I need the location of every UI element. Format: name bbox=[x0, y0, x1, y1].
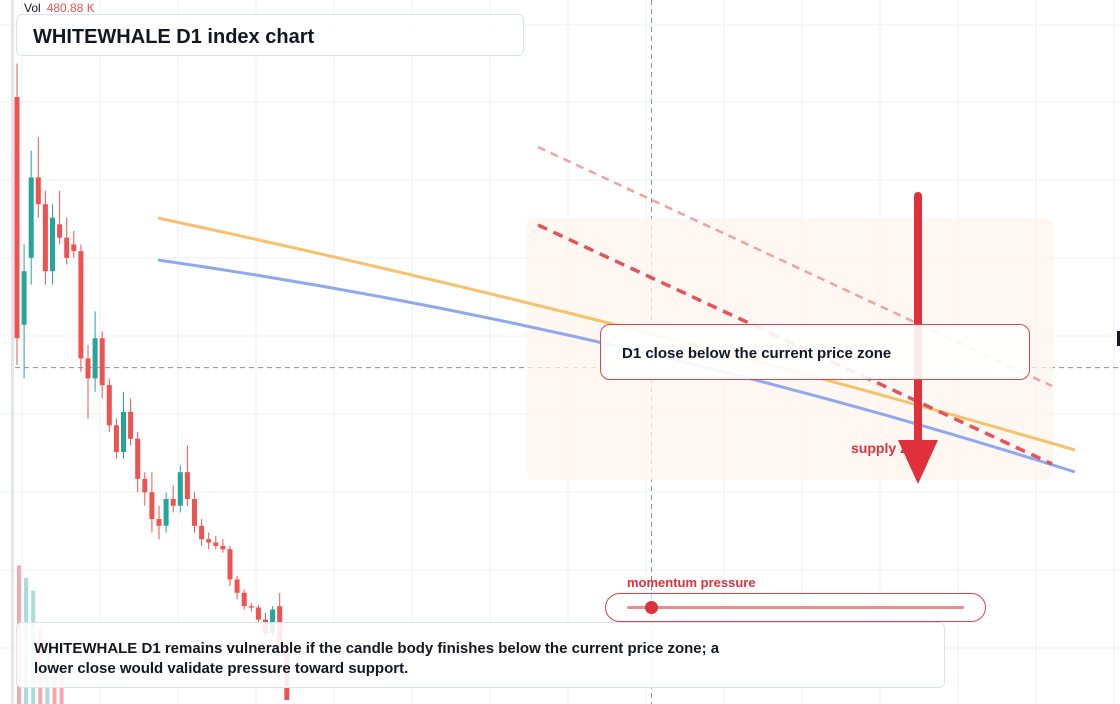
momentum-track[interactable] bbox=[627, 601, 964, 614]
candle bbox=[206, 532, 212, 550]
candles bbox=[14, 63, 290, 700]
candle bbox=[106, 378, 112, 432]
price-zone-callout[interactable]: D1 close below the current price zone bbox=[600, 324, 1030, 380]
candle bbox=[113, 418, 119, 459]
candle-body bbox=[50, 217, 55, 272]
candle bbox=[128, 398, 134, 446]
volume-value: 480.88 K bbox=[46, 1, 95, 15]
candle bbox=[163, 492, 169, 533]
candle bbox=[135, 432, 141, 493]
candle-body bbox=[21, 271, 27, 325]
candle bbox=[255, 604, 261, 623]
candle-body bbox=[99, 338, 105, 386]
candle-body bbox=[184, 472, 190, 499]
candle bbox=[14, 63, 20, 365]
candle bbox=[213, 535, 219, 550]
candle-body bbox=[206, 539, 212, 543]
candle bbox=[35, 137, 41, 218]
candle-body bbox=[128, 411, 134, 439]
candle bbox=[28, 150, 34, 285]
supply-zone-label: supply zone bbox=[851, 440, 932, 456]
candle bbox=[170, 485, 176, 513]
candle bbox=[121, 391, 126, 459]
analysis-note-text: WHITEWHALE D1 remains vulnerable if the … bbox=[34, 640, 720, 677]
candle-body bbox=[192, 499, 197, 526]
downtrend-lines bbox=[537, 145, 1053, 466]
candle-body bbox=[163, 499, 169, 526]
down-arrow-icon bbox=[898, 192, 938, 484]
momentum-label: momentum pressure bbox=[627, 575, 756, 590]
candle bbox=[50, 204, 55, 285]
candle bbox=[227, 545, 233, 587]
candle bbox=[192, 492, 197, 533]
candle bbox=[42, 190, 48, 285]
candle bbox=[85, 344, 91, 419]
volume-label: Vol bbox=[24, 1, 41, 15]
candle-body bbox=[156, 519, 162, 526]
candle-body bbox=[234, 579, 240, 593]
candle-body bbox=[106, 385, 112, 426]
candle-body bbox=[113, 425, 119, 453]
candle-body bbox=[135, 438, 141, 479]
candle bbox=[57, 190, 63, 245]
candle-body bbox=[177, 472, 183, 506]
candle bbox=[92, 311, 98, 392]
chart-title-panel: WHITEWHALE D1 index chart bbox=[16, 14, 524, 56]
price-scale-marker bbox=[1117, 331, 1120, 346]
candle-body bbox=[149, 492, 155, 520]
candle-body bbox=[255, 607, 261, 620]
momentum-slider[interactable] bbox=[605, 593, 986, 622]
candle bbox=[71, 231, 77, 258]
candle bbox=[21, 244, 27, 379]
candle-body bbox=[248, 606, 254, 608]
candle-body bbox=[142, 478, 148, 493]
candle-body bbox=[35, 177, 41, 205]
candle bbox=[99, 331, 105, 399]
downtrend-line-lower bbox=[537, 223, 1053, 466]
candle-body bbox=[213, 542, 219, 546]
candle-body bbox=[71, 244, 77, 252]
candle-body bbox=[220, 545, 226, 550]
candle-body bbox=[270, 609, 276, 633]
candle-body bbox=[170, 499, 176, 506]
chart-title: WHITEWHALE D1 index chart bbox=[33, 26, 315, 48]
candle bbox=[78, 244, 84, 372]
candle-body bbox=[14, 97, 20, 339]
analysis-note-panel: WHITEWHALE D1 remains vulnerable if the … bbox=[16, 622, 945, 688]
candle-body bbox=[28, 177, 34, 258]
candle-body bbox=[92, 338, 98, 379]
candle-body bbox=[121, 411, 126, 453]
candle bbox=[149, 472, 155, 533]
candle-body bbox=[57, 224, 63, 238]
candle bbox=[241, 589, 247, 610]
candle bbox=[184, 445, 190, 506]
candle bbox=[234, 576, 240, 600]
candle bbox=[199, 519, 205, 546]
candle bbox=[142, 472, 148, 506]
candle-body bbox=[85, 358, 91, 379]
candle-body bbox=[227, 549, 233, 580]
volume-readout: Vol 480.88 K bbox=[24, 1, 95, 15]
arrow-head bbox=[898, 440, 938, 484]
callout-text: D1 close below the current price zone bbox=[622, 345, 892, 362]
candle bbox=[220, 539, 226, 553]
candle-body bbox=[241, 592, 247, 607]
downtrend-line-upper bbox=[537, 145, 1053, 388]
candle bbox=[64, 217, 70, 265]
candle bbox=[177, 465, 183, 513]
candle-body bbox=[42, 204, 48, 272]
volume-bar bbox=[59, 672, 64, 704]
candle bbox=[156, 505, 162, 540]
candle bbox=[248, 602, 254, 612]
candle-body bbox=[199, 525, 205, 540]
candle-body bbox=[64, 237, 70, 258]
momentum-knob[interactable] bbox=[644, 601, 658, 614]
candle-body bbox=[78, 251, 84, 359]
